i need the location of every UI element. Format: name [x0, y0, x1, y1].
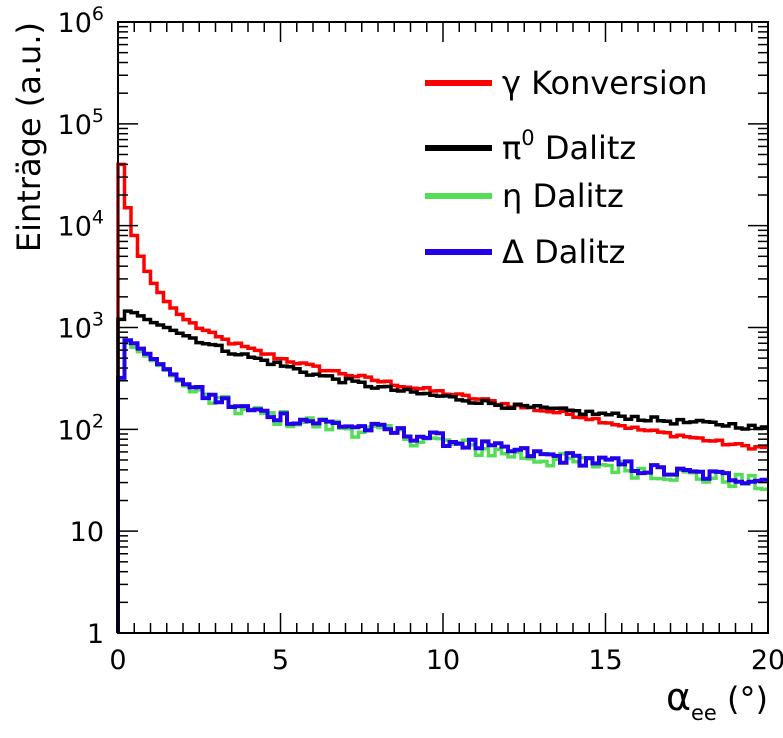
y-tick-label: 104 — [58, 207, 104, 243]
x-tick-label: 5 — [272, 645, 289, 676]
y-axis-label: Einträge (a.u.) — [10, 22, 48, 252]
series-line-1 — [116, 162, 768, 633]
series-line-4 — [116, 338, 768, 633]
x-tick-label: 20 — [751, 645, 783, 676]
legend-label: Δ Dalitz — [502, 233, 625, 271]
x-axis-label: αee (°) — [666, 675, 768, 725]
legend-label: γ Konversion — [502, 64, 708, 102]
legend-label: η Dalitz — [502, 177, 624, 215]
y-tick-label: 1 — [87, 619, 104, 650]
x-tick-label: 10 — [426, 645, 460, 676]
y-tick-label: 10 — [70, 517, 104, 548]
y-tick-label: 105 — [58, 105, 104, 141]
x-tick-label: 0 — [109, 645, 126, 676]
legend-label: π0 Dalitz — [502, 126, 636, 167]
y-tick-label: 102 — [58, 410, 104, 446]
axes-layer — [117, 21, 769, 634]
series-layer — [116, 162, 768, 633]
y-tick-label: 103 — [58, 309, 104, 345]
x-tick-label: 15 — [588, 645, 622, 676]
series-line-2 — [116, 309, 768, 633]
y-tick-label: 106 — [58, 3, 104, 39]
legend: γ Konversion π0 Dalitz η Dalitz Δ Dalitz — [425, 64, 708, 271]
labels-layer: 0 5 10 15 20 1 10 102 103 104 105 106 Einträge (a.u.… — [10, 3, 783, 725]
